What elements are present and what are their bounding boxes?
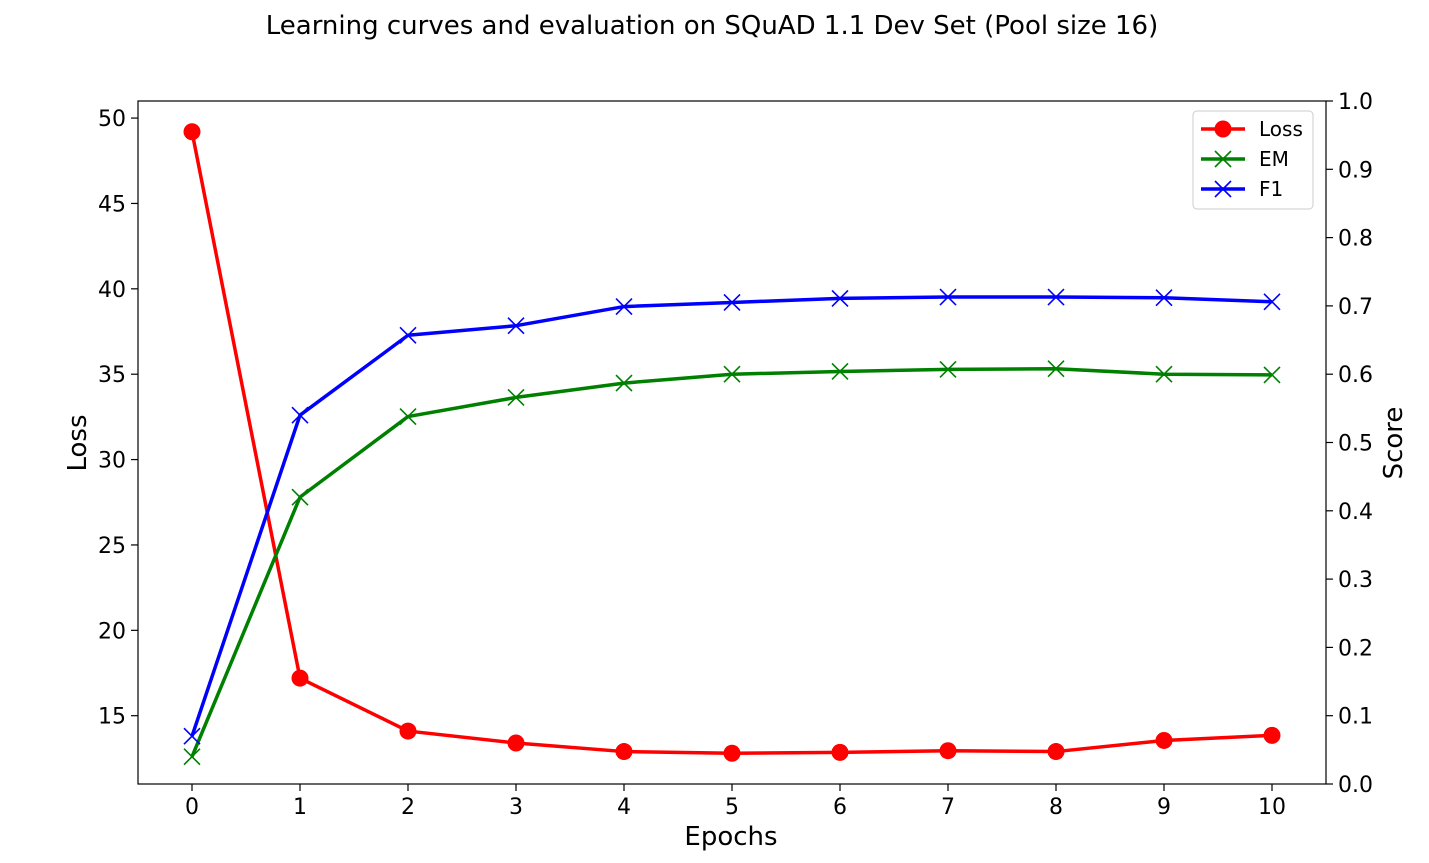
x-tick-label: 10 <box>1258 795 1286 820</box>
series-loss-point <box>615 743 633 761</box>
series-f1-point <box>1155 289 1173 307</box>
legend-marker <box>1214 150 1232 168</box>
plot-frame <box>137 100 1327 785</box>
x-tick-label: 3 <box>509 795 523 820</box>
x-tick-label: 0 <box>185 795 199 820</box>
series-em-point <box>1263 366 1281 384</box>
legend-label: F1 <box>1259 177 1283 201</box>
y-right-tick-label: 0.4 <box>1338 500 1373 525</box>
series-loss-point <box>831 743 849 761</box>
series-loss-point <box>183 123 201 141</box>
x-tick-label: 1 <box>293 795 307 820</box>
y-axis-left-title: Loss <box>63 414 93 471</box>
series-loss-point <box>1047 743 1065 761</box>
y-axis-right: 0.0 0.1 0.2 0.3 0.4 0.5 0.6 0.7 0.8 0.9 1.0 <box>1326 90 1373 798</box>
series-f1-point <box>1263 293 1281 311</box>
legend-label: EM <box>1259 147 1289 171</box>
x-tick-label: 6 <box>833 795 847 820</box>
series-em-point <box>291 488 309 506</box>
series-f1-point <box>183 727 201 745</box>
series-loss-point <box>507 734 525 752</box>
x-tick-label: 4 <box>617 795 631 820</box>
y-right-tick-label: 0.9 <box>1338 158 1373 183</box>
series-em-point <box>507 388 525 406</box>
y-axis-right-title: Score <box>1379 407 1409 480</box>
x-tick-label: 7 <box>941 795 955 820</box>
y-left-tick-label: 40 <box>98 278 126 303</box>
series-loss-point <box>723 744 741 762</box>
series-loss <box>183 123 1281 762</box>
y-right-tick-label: 0.6 <box>1338 363 1373 388</box>
legend-marker <box>1214 180 1232 198</box>
series-em-point <box>723 365 741 383</box>
y-left-tick-label: 15 <box>98 705 126 730</box>
series-em-point <box>939 360 957 378</box>
legend-item-em: EM <box>1201 147 1289 171</box>
series-loss-point <box>291 669 309 687</box>
x-axis: 0 1 2 3 4 5 6 7 8 9 10 <box>185 784 1286 820</box>
series-f1-point <box>723 293 741 312</box>
legend-label: Loss <box>1259 117 1303 141</box>
legend-entries: Loss EM F1 <box>1201 117 1303 201</box>
y-right-tick-label: 0.1 <box>1338 705 1373 730</box>
series-em-point <box>399 407 417 426</box>
y-right-tick-label: 0.3 <box>1338 568 1373 593</box>
y-right-tick-label: 0.2 <box>1338 636 1373 661</box>
chart-title: Learning curves and evaluation on SQuAD … <box>266 11 1159 41</box>
series-loss-point <box>399 722 417 740</box>
series-f1-point <box>1047 288 1065 306</box>
y-right-tick-label: 0.0 <box>1338 773 1373 798</box>
series-em-point <box>183 748 201 766</box>
x-axis-title: Epochs <box>684 822 777 852</box>
series-f1-point <box>939 288 957 306</box>
series-f1-line <box>190 295 1273 737</box>
series-loss-line <box>190 131 1273 756</box>
series-loss-point <box>939 742 957 760</box>
y-left-tick-label: 45 <box>98 192 126 217</box>
series-loss-point <box>1155 731 1173 749</box>
x-tick-label: 2 <box>401 795 415 820</box>
series-f1-point <box>507 317 525 335</box>
series-em-line <box>190 366 1273 758</box>
series-em-point <box>1155 365 1173 383</box>
series-loss-point <box>1263 726 1281 744</box>
series-em-point <box>1047 360 1065 378</box>
y-right-tick-label: 0.5 <box>1338 432 1373 457</box>
legend-marker <box>1214 120 1232 138</box>
legend: Loss EM F1 <box>1192 110 1314 210</box>
y-axis-left: 15 20 25 30 35 40 45 50 <box>98 107 138 730</box>
series-f1-point <box>291 406 309 424</box>
series-em <box>183 360 1281 766</box>
x-tick-label: 5 <box>725 795 739 820</box>
legend-item-loss: Loss <box>1201 117 1303 141</box>
x-tick-label: 8 <box>1049 795 1063 820</box>
y-left-tick-label: 50 <box>98 107 126 132</box>
y-left-tick-label: 25 <box>98 534 126 559</box>
series-f1-point <box>615 298 633 316</box>
series-f1-point <box>831 289 849 307</box>
series-f1 <box>183 288 1281 745</box>
x-tick-label: 9 <box>1157 795 1171 820</box>
y-right-tick-label: 0.7 <box>1338 295 1373 320</box>
series-f1-point <box>399 326 417 344</box>
y-left-tick-label: 20 <box>98 619 126 644</box>
legend-item-f1: F1 <box>1201 177 1283 201</box>
y-right-tick-label: 0.8 <box>1338 227 1373 252</box>
series-layer <box>183 123 1281 766</box>
y-left-tick-label: 35 <box>98 363 126 388</box>
series-em-point <box>615 374 633 392</box>
series-em-point <box>831 362 849 381</box>
y-right-tick-label: 1.0 <box>1338 90 1373 115</box>
y-left-tick-label: 30 <box>98 449 126 474</box>
